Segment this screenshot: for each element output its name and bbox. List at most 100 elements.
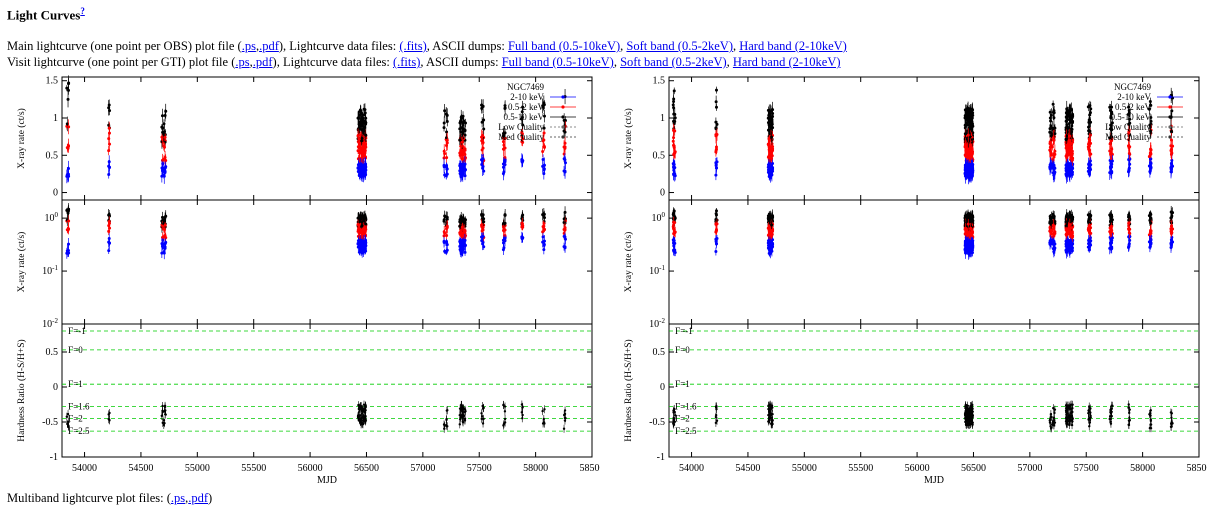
hard-band-point xyxy=(563,169,567,173)
soft-band-point xyxy=(161,137,165,141)
hard-band-point xyxy=(542,172,546,176)
main-soft-band-link[interactable]: Soft band (0.5-2keV) xyxy=(626,39,733,53)
hard-band-point xyxy=(714,240,718,244)
hard-band-point xyxy=(458,242,462,246)
x-tick-label: 57500 xyxy=(467,463,492,474)
hard-band-point xyxy=(67,242,71,246)
soft-band-point xyxy=(501,140,505,144)
legend-label: 0.5-10 keV xyxy=(504,112,545,122)
soft-band-point xyxy=(966,222,970,226)
visit-soft-band-link[interactable]: Soft band (0.5-2keV) xyxy=(620,55,727,69)
soft-band-point xyxy=(770,156,774,160)
full-band-point xyxy=(714,126,718,130)
hardness-point xyxy=(463,410,467,414)
hardness-point xyxy=(357,403,360,407)
hardness-point xyxy=(364,415,367,418)
hard-band-point xyxy=(563,237,567,241)
hardness-point xyxy=(715,419,719,422)
hardness-point xyxy=(964,413,967,417)
soft-band-point xyxy=(164,236,168,240)
visit-pdf-link[interactable]: .pdf xyxy=(252,55,273,69)
hardness-point xyxy=(714,421,718,425)
hard-band-point xyxy=(360,249,364,253)
hard-band-point xyxy=(66,249,70,253)
main-ps-link[interactable]: .ps xyxy=(241,39,256,53)
soft-band-point xyxy=(503,146,507,150)
hard-band-point xyxy=(672,239,676,243)
hard-band-point xyxy=(360,173,364,177)
full-band-point xyxy=(771,126,775,130)
soft-band-point xyxy=(672,145,676,149)
help-link[interactable]: ? xyxy=(80,6,85,16)
legend-marker xyxy=(561,115,565,119)
soft-band-point xyxy=(460,153,464,157)
full-band-point xyxy=(360,128,364,132)
full-band-point xyxy=(163,215,167,219)
main-ascii-label: , ASCII dumps: xyxy=(426,39,509,53)
full-band-point xyxy=(358,120,362,124)
main-full-band-link[interactable]: Full band (0.5-10keV) xyxy=(508,39,621,53)
hardness-point xyxy=(461,420,464,423)
hardness-point xyxy=(160,414,164,417)
hardness-point xyxy=(969,410,972,413)
hard-band-point xyxy=(768,250,772,254)
y-axis-label: X-ray rate (ct/s) xyxy=(623,232,634,293)
visit-ps-link[interactable]: .ps xyxy=(235,55,250,69)
hardness-point xyxy=(562,427,566,430)
y-tick-label: 0 xyxy=(53,188,58,199)
full-band-point xyxy=(164,109,168,113)
plot-frame xyxy=(61,76,593,458)
hard-band-point xyxy=(963,251,967,255)
hard-band-point xyxy=(360,164,364,168)
full-band-point xyxy=(965,216,969,220)
hard-band-point xyxy=(501,248,505,252)
main-sep: , xyxy=(255,39,260,53)
full-band-point xyxy=(768,216,772,220)
hardness-point xyxy=(356,414,360,418)
soft-band-point xyxy=(458,151,462,155)
soft-band-point xyxy=(967,147,971,151)
y-tick-label: 10-1 xyxy=(42,264,58,277)
full-band-point xyxy=(458,138,462,142)
full-band-point xyxy=(359,110,363,114)
main-fits-link[interactable]: (.fits) xyxy=(399,39,427,53)
soft-band-point xyxy=(357,137,361,141)
full-band-point xyxy=(963,132,967,136)
visit-fits-link[interactable]: (.fits) xyxy=(392,55,421,69)
visit-full-band-link[interactable]: Full band (0.5-10keV) xyxy=(501,55,614,69)
hard-band-point xyxy=(767,163,771,167)
hardness-point xyxy=(543,408,546,411)
soft-band-point xyxy=(364,145,368,149)
full-band-point xyxy=(460,116,464,120)
hard-band-point xyxy=(458,244,462,248)
soft-band-point xyxy=(969,226,973,230)
gamma-label: Γ=-1 xyxy=(68,326,86,336)
hardness-point xyxy=(969,423,972,426)
y-tick-label: 1 xyxy=(53,113,58,124)
soft-band-point xyxy=(162,144,166,148)
soft-band-point xyxy=(480,148,484,152)
hardness-point xyxy=(443,427,446,431)
full-band-point xyxy=(65,122,69,126)
hard-band-point xyxy=(672,244,676,248)
main-lightcurve-plot[interactable]: 54000 54500 55000 55500 56000 56500 57000 57500… xyxy=(0,72,605,490)
visit-lightcurve-plot[interactable]: 54000 54500 55000 55500 56000 56500 57000 57500… xyxy=(607,72,1212,490)
hard-band-point xyxy=(162,242,166,246)
soft-band-point xyxy=(541,149,545,153)
main-hard-band-link[interactable]: Hard band (2-10keV) xyxy=(739,39,847,53)
visit-ascii-label: , ASCII dumps: xyxy=(420,55,502,69)
main-pdf-link[interactable]: .pdf xyxy=(259,39,279,53)
y-tick-label: 0 xyxy=(53,382,58,393)
hard-band-point xyxy=(442,165,446,169)
hard-band-point xyxy=(67,166,71,170)
hard-band-point xyxy=(963,174,967,178)
soft-band-point xyxy=(442,230,446,234)
soft-band-point xyxy=(67,125,71,129)
hardness-point xyxy=(502,403,505,407)
hard-band-point xyxy=(66,173,70,177)
hard-band-point xyxy=(965,238,969,242)
hardness-point xyxy=(360,408,364,411)
visit-hard-band-link[interactable]: Hard band (2-10keV) xyxy=(732,55,841,69)
full-band-point xyxy=(67,207,71,211)
legend-label: 2-10 keV xyxy=(510,92,544,102)
